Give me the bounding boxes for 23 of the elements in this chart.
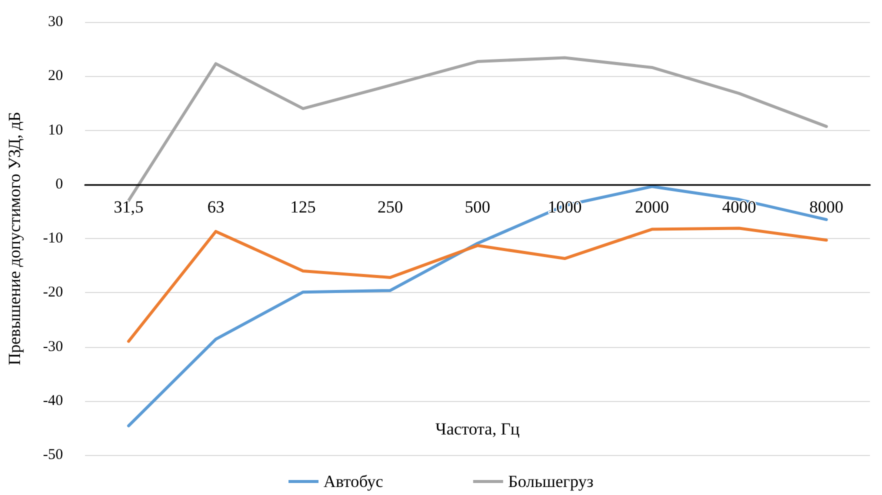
y-axis-title: Превышение допустимого УЗД, дБ	[5, 112, 24, 366]
x-tick-label: 4000	[722, 197, 756, 216]
x-tick-label: 250	[378, 197, 404, 216]
legend-label: Автобус	[323, 472, 384, 491]
y-tick-label: 10	[48, 122, 63, 138]
x-axis-title: Частота, Гц	[435, 419, 520, 438]
y-tick-label: -40	[43, 392, 63, 409]
y-tick-label: -20	[43, 284, 63, 301]
y-tick-label: 20	[48, 68, 63, 84]
y-tick-label: 0	[56, 176, 63, 192]
x-tick-label: 8000	[809, 197, 844, 216]
x-tick-label: 125	[290, 197, 316, 216]
line-series	[127, 56, 828, 202]
legend-label: Большегруз	[508, 472, 594, 491]
y-tick-label: 30	[48, 14, 63, 30]
y-tick-label: -10	[43, 230, 63, 246]
x-tick-label: 2000	[634, 197, 669, 216]
x-tick-label: 63	[207, 197, 224, 216]
x-tick-label: 31,5	[114, 197, 144, 216]
y-tick-label: -30	[43, 338, 63, 355]
line-series	[127, 226, 828, 343]
x-tick-label: 500	[464, 197, 490, 216]
y-tick-label: -50	[43, 447, 63, 463]
